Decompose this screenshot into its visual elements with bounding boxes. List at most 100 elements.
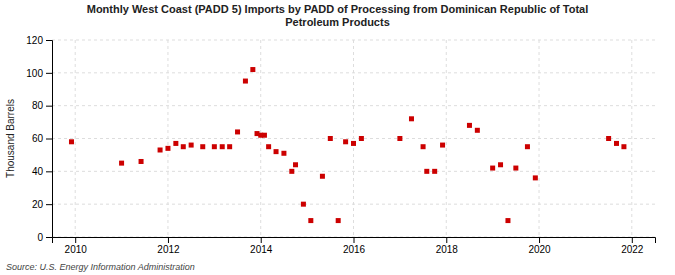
x-axis-tick-label: 2020 — [528, 244, 551, 255]
x-axis-line — [53, 238, 656, 244]
point — [220, 144, 225, 149]
point — [351, 141, 356, 146]
grid-line-x — [539, 40, 540, 237]
x-axis-tick-mark — [75, 237, 76, 243]
point — [173, 141, 178, 146]
grid-line-y — [52, 171, 655, 172]
point — [621, 144, 626, 149]
y-axis-tick-mark — [46, 171, 52, 172]
point — [274, 149, 279, 154]
grid-line-x — [353, 40, 354, 237]
chart: Monthly West Coast (PADD 5) Imports by P… — [0, 0, 675, 275]
point — [336, 218, 341, 223]
title-line: Monthly West Coast (PADD 5) Imports by P… — [87, 3, 589, 15]
y-axis-tick: 0 — [37, 232, 52, 243]
point — [533, 175, 538, 180]
y-axis: 0 20 40 60 80 100 120 — [26, 35, 52, 243]
x-axis-tick-mark — [632, 237, 633, 243]
point — [139, 159, 144, 164]
y-axis-tick-label: 120 — [26, 35, 43, 46]
y-axis-tick: 60 — [32, 133, 52, 144]
x-axis-tick-mark — [261, 237, 262, 243]
point — [320, 174, 325, 179]
grid-line-x — [446, 40, 447, 237]
y-axis-tick: 40 — [32, 166, 52, 177]
point — [212, 144, 217, 149]
point — [69, 139, 74, 144]
y-axis-tick-mark — [46, 40, 52, 41]
point — [525, 144, 530, 149]
point — [243, 79, 248, 84]
point — [606, 136, 611, 141]
y-axis-tick: 120 — [26, 35, 52, 46]
point — [235, 129, 240, 134]
point — [200, 144, 205, 149]
x-axis-tick: 2020 — [528, 237, 551, 255]
grid — [52, 40, 655, 237]
point — [189, 143, 194, 148]
source: Source: U.S. Energy Information Administ… — [6, 262, 195, 272]
y-axis-tick-mark — [46, 106, 52, 107]
point — [421, 144, 426, 149]
grid-line-x — [75, 40, 76, 237]
points — [69, 67, 626, 223]
y-axis-tick-label: 100 — [26, 68, 43, 79]
y-axis-tick: 20 — [32, 199, 52, 210]
title: Monthly West Coast (PADD 5) Imports by P… — [87, 3, 589, 28]
x-axis-tick-label: 2022 — [621, 244, 644, 255]
point — [301, 202, 306, 207]
x-axis: 2010 2012 2014 2016 2018 2020 2022 — [53, 237, 656, 255]
y-axis-tick-label: 80 — [32, 100, 44, 111]
point — [250, 67, 255, 72]
plot: 2010 2012 2014 2016 2018 2020 2022 0 20 40 60 80 100… — [26, 35, 655, 255]
x-axis-tick-label: 2016 — [343, 244, 366, 255]
point — [262, 133, 267, 138]
x-axis-tick: 2018 — [436, 237, 459, 255]
point — [165, 146, 170, 151]
x-axis-tick-mark — [354, 237, 355, 243]
y-axis-tick-mark — [46, 139, 52, 140]
point — [424, 169, 429, 174]
point — [227, 144, 232, 149]
x-axis-tick: 2010 — [65, 237, 88, 255]
x-axis-tick-mark — [539, 237, 540, 243]
grid-line-x — [260, 40, 261, 237]
x-axis-tick-label: 2012 — [157, 244, 180, 255]
point — [397, 136, 402, 141]
point — [467, 123, 472, 128]
y-axis-line — [46, 41, 53, 238]
x-axis-tick-label: 2018 — [436, 244, 459, 255]
x-axis-tick-label: 2010 — [65, 244, 88, 255]
point — [343, 139, 348, 144]
point — [505, 218, 510, 223]
x-axis-tick: 2012 — [157, 237, 180, 255]
point — [409, 116, 414, 121]
point — [614, 141, 619, 146]
x-axis-tick: 2014 — [250, 237, 273, 255]
y-axis-tick-label: 60 — [32, 133, 44, 144]
grid-line-x — [167, 40, 168, 237]
point — [475, 128, 480, 133]
x-axis-tick-mark — [168, 237, 169, 243]
y-axis-tick-label: 40 — [32, 166, 44, 177]
title-line: Petroleum Products — [285, 16, 390, 28]
x-axis-tick: 2022 — [621, 237, 644, 255]
point — [293, 162, 298, 167]
y-axis-tick-mark — [46, 237, 52, 238]
point — [181, 144, 186, 149]
y-axis-tick: 80 — [32, 100, 52, 111]
point — [440, 143, 445, 148]
point — [289, 169, 294, 174]
point — [119, 161, 124, 166]
point — [266, 144, 271, 149]
grid-line-x — [631, 40, 632, 237]
point — [158, 147, 163, 152]
point — [359, 136, 364, 141]
y-axis-tick-label: 20 — [32, 199, 44, 210]
point — [308, 218, 313, 223]
y-axis-tick-mark — [46, 204, 52, 205]
point — [328, 136, 333, 141]
y-axis-tick-label: 0 — [37, 232, 43, 243]
point — [513, 166, 518, 171]
y-axis-tick: 100 — [26, 68, 52, 79]
